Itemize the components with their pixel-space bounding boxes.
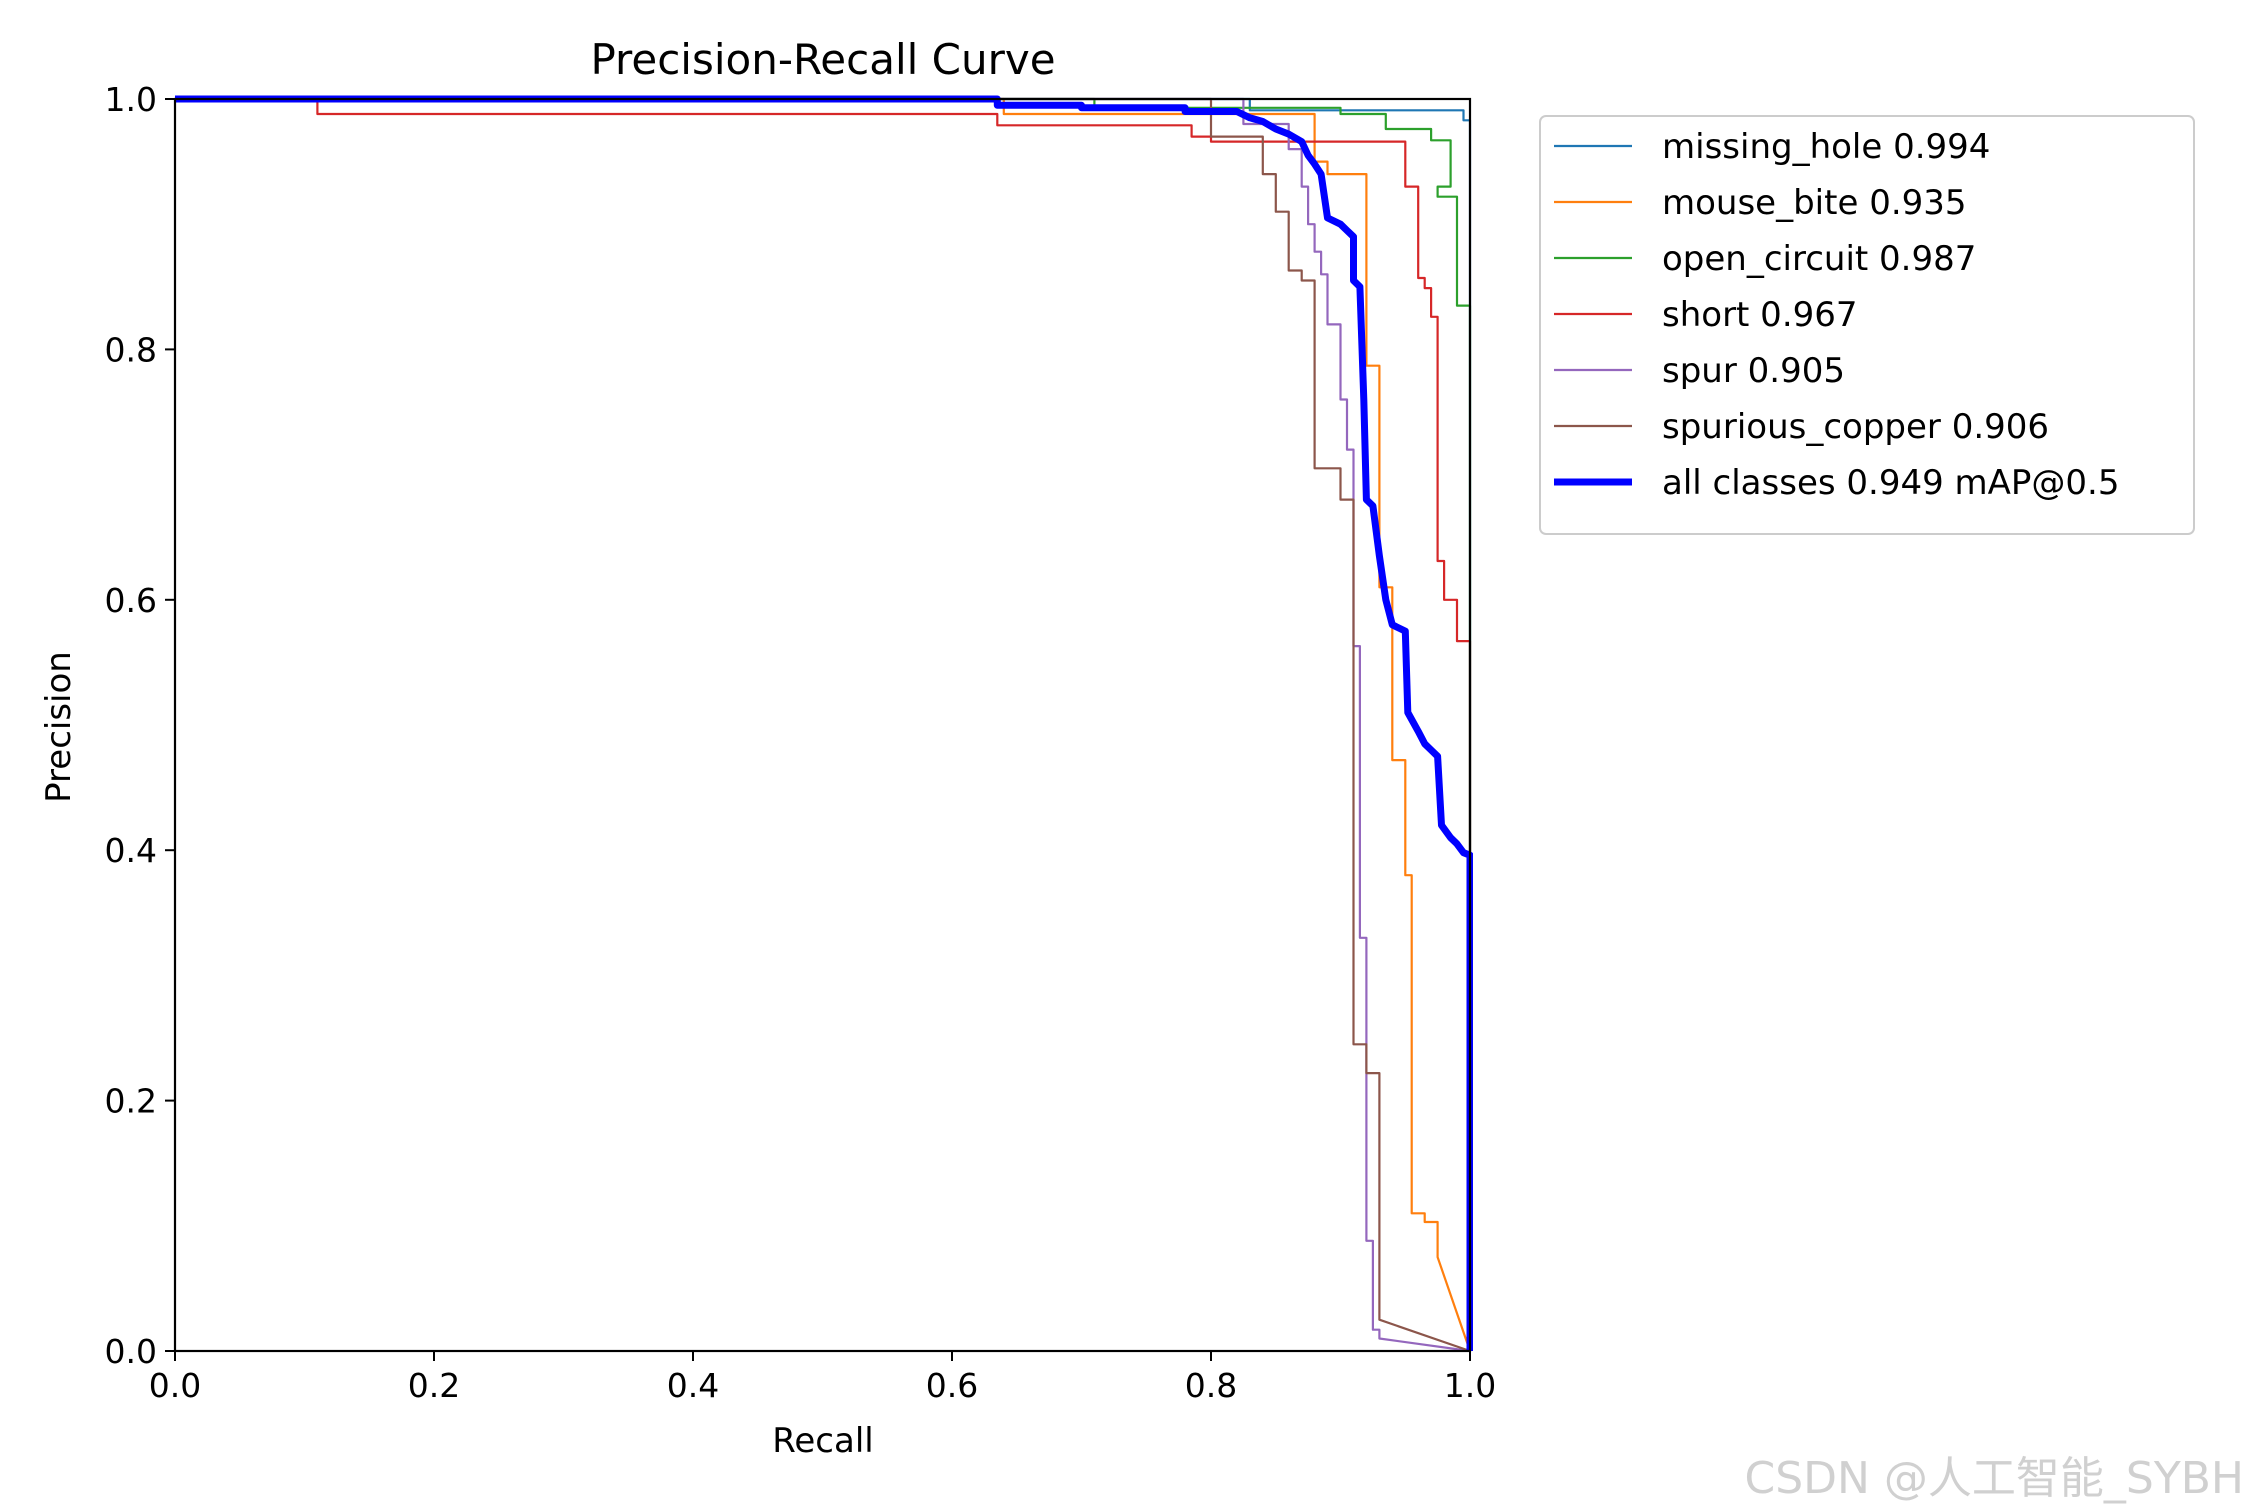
y-axis-label: Precision [39, 651, 79, 803]
legend-label-2: open_circuit 0.987 [1662, 239, 1976, 279]
y-tick-label: 0.6 [105, 581, 157, 620]
y-tick-label: 0.8 [105, 330, 157, 369]
y-tick-label: 1.0 [105, 80, 157, 119]
x-axis-label: Recall [772, 1421, 873, 1461]
y-tick-label: 0.0 [105, 1332, 157, 1371]
series-line-2 [175, 97, 1472, 1351]
series-line-3 [175, 97, 1472, 1351]
x-tick-label: 0.0 [149, 1366, 201, 1405]
legend: missing_hole 0.994 mouse_bite 0.935 open_c… [1539, 115, 2195, 535]
legend-label-1: mouse_bite 0.935 [1662, 183, 1967, 223]
legend-label-6: all classes 0.949 mAP@0.5 [1662, 463, 2119, 503]
legend-label-0: missing_hole 0.994 [1662, 127, 1990, 167]
series-line-6 [175, 95, 1473, 1351]
series-line-5 [175, 97, 1471, 1353]
x-tick-label: 0.2 [408, 1366, 460, 1405]
legend-label-4: spur 0.905 [1662, 351, 1845, 391]
x-tick-label: 0.4 [667, 1366, 719, 1405]
series-line-4 [175, 97, 1471, 1353]
x-tick-label: 0.8 [1185, 1366, 1237, 1405]
legend-label-5: spurious_copper 0.906 [1662, 407, 2049, 447]
series-line-1 [175, 97, 1472, 1352]
chart-title: Precision-Recall Curve [590, 35, 1055, 84]
legend-box [1539, 115, 2195, 535]
x-tick-label: 1.0 [1444, 1366, 1496, 1405]
y-tick-label: 0.4 [105, 831, 157, 870]
y-tick-label: 0.2 [105, 1082, 157, 1121]
axes-frame [173, 97, 1472, 1353]
watermark-text: CSDN @人工智能_SYBH [1744, 1453, 2244, 1504]
x-tick-label: 0.6 [926, 1366, 978, 1405]
axes: 0.0 0.2 0.4 0.6 0.8 1.0 0.0 0.2 0.4 0.6 0.8 1.0 [105, 80, 1497, 1405]
legend-label-3: short 0.967 [1662, 295, 1858, 335]
